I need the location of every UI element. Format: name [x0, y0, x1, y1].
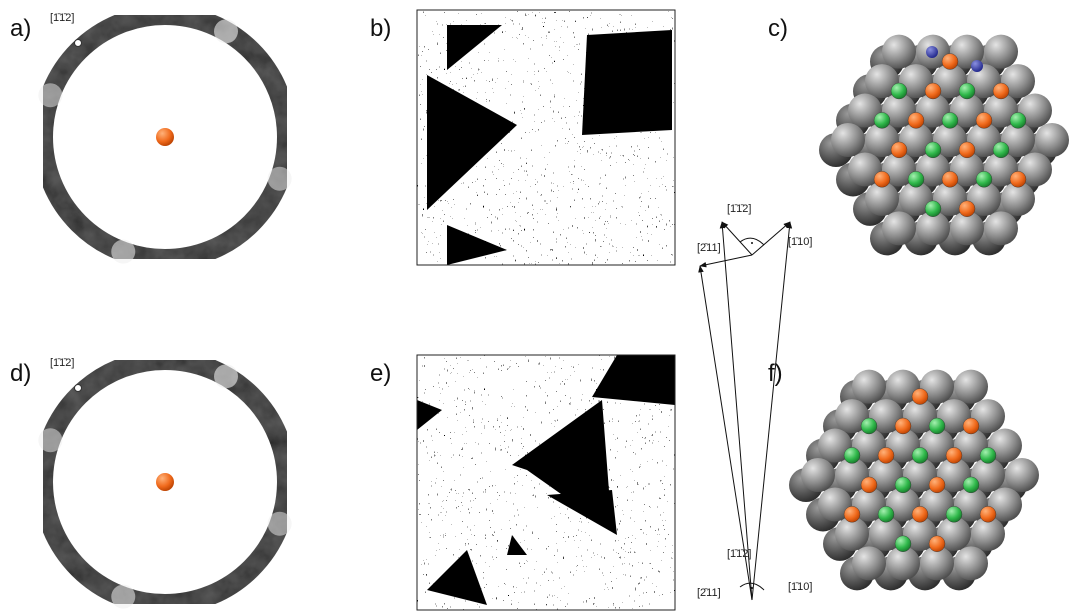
direction-marker	[75, 40, 82, 47]
axis-arrow	[722, 222, 752, 600]
substrate-atom	[852, 370, 886, 404]
adsorbate	[1010, 171, 1026, 187]
axis-arrow	[700, 255, 752, 266]
adsorbate	[891, 83, 907, 99]
adsorbate	[878, 447, 894, 463]
adsorbate	[912, 506, 928, 522]
adsorbate	[874, 112, 890, 128]
stm-image	[417, 10, 675, 265]
adsorbate	[976, 171, 992, 187]
adsorbate	[959, 201, 975, 217]
substrate-atom	[1005, 458, 1039, 492]
adsorbate	[946, 447, 962, 463]
adsorbate	[980, 447, 996, 463]
adsorbate	[959, 142, 975, 158]
adsorbate	[959, 83, 975, 99]
adsorbate	[908, 112, 924, 128]
adsorbate	[861, 477, 877, 493]
adsorbate	[925, 201, 941, 217]
adatom	[156, 128, 174, 146]
axis-arrow	[752, 222, 790, 600]
axis-label: [1̄10]	[788, 581, 812, 593]
stm-image	[417, 355, 675, 610]
substrate-atom	[801, 458, 835, 492]
adsorbate	[912, 389, 928, 405]
direction-label: [1̄1̄2]	[50, 12, 74, 24]
adsorbate	[980, 506, 996, 522]
ring-highlight	[111, 240, 135, 264]
adsorbate-blue	[971, 60, 983, 72]
adsorbate	[895, 536, 911, 552]
ring-highlight	[38, 428, 62, 452]
adsorbate	[895, 418, 911, 434]
adsorbate	[942, 112, 958, 128]
ring-highlight	[268, 512, 292, 536]
ring-highlight	[214, 19, 238, 43]
adsorbate	[891, 142, 907, 158]
island	[582, 30, 672, 135]
substrate-atom	[954, 370, 988, 404]
adsorbate	[912, 447, 928, 463]
adsorbate	[963, 418, 979, 434]
direction-marker	[75, 385, 82, 392]
adsorbate	[946, 506, 962, 522]
axis-label: [1̄1̄2]	[727, 203, 751, 215]
substrate-atom	[882, 211, 916, 245]
substrate-atom	[954, 546, 988, 580]
dot	[751, 242, 753, 244]
substrate-atom	[984, 35, 1018, 69]
adsorbate	[976, 112, 992, 128]
adsorbate	[844, 447, 860, 463]
adsorbate	[929, 477, 945, 493]
adsorbate	[929, 536, 945, 552]
axis-label: [1̄10]	[788, 236, 812, 248]
adsorbate	[861, 418, 877, 434]
panel-label: f)	[768, 360, 783, 387]
ring-highlight	[111, 585, 135, 609]
ring-highlight	[214, 364, 238, 388]
adsorbate	[963, 477, 979, 493]
panel-label: b)	[370, 15, 391, 42]
substrate-atom	[852, 546, 886, 580]
figure: a) [1̄1̄2] b) [1̄1̄2] [2̄11] [1̄10] c) d) [1̄1̄2…	[0, 0, 1076, 614]
dot	[751, 587, 753, 589]
axis-arrow	[752, 222, 790, 255]
substrate-atom	[1035, 123, 1069, 157]
axis-label: [2̄11]	[697, 587, 721, 599]
adsorbate	[844, 506, 860, 522]
axis-label: [1̄1̄2]	[727, 548, 751, 560]
adsorbate	[1010, 112, 1026, 128]
adsorbate	[878, 506, 894, 522]
direction-label: [1̄1̄2]	[50, 357, 74, 369]
substrate-atom	[984, 211, 1018, 245]
adsorbate	[942, 54, 958, 70]
panel-label: c)	[768, 15, 788, 42]
axis-label: [2̄11]	[697, 242, 721, 254]
adsorbate	[895, 477, 911, 493]
panel-label: a)	[10, 15, 31, 42]
adsorbate	[925, 83, 941, 99]
adsorbate	[993, 83, 1009, 99]
panel-label: e)	[370, 360, 391, 387]
adsorbate-blue	[926, 46, 938, 58]
ring-highlight	[38, 83, 62, 107]
substrate-atom	[882, 35, 916, 69]
adsorbate	[925, 142, 941, 158]
adsorbate	[942, 171, 958, 187]
panel-label: d)	[10, 360, 31, 387]
adatom	[156, 473, 174, 491]
ring-highlight	[268, 167, 292, 191]
substrate-atom	[831, 123, 865, 157]
adsorbate	[874, 171, 890, 187]
adsorbate	[908, 171, 924, 187]
adsorbate	[993, 142, 1009, 158]
adsorbate	[929, 418, 945, 434]
